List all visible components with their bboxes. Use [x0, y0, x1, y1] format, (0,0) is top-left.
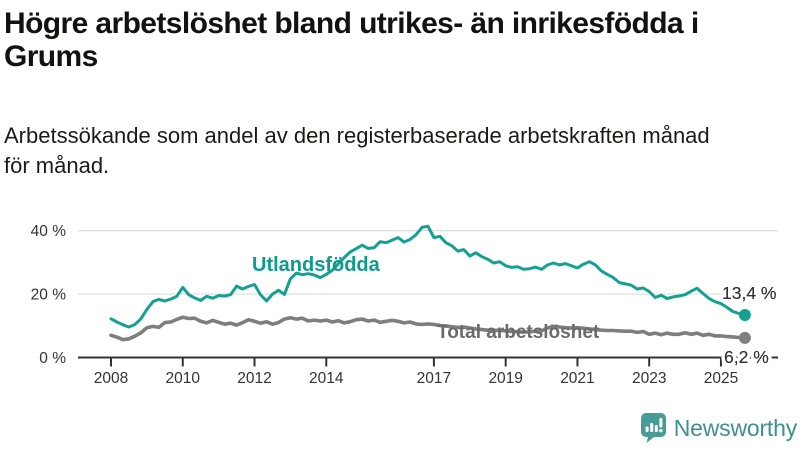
x-tick-label: 2023 — [632, 370, 666, 387]
utlandsfodda-value-halo: 13,4 % — [722, 283, 776, 303]
bar-chart-speech-bubble-icon — [640, 413, 666, 443]
y-tick-label: 20 % — [31, 287, 67, 304]
total-arbetsloshet-value-label: 6,2 % — [724, 347, 769, 367]
total-arbetsloshet-label: Total arbetslöshet — [437, 322, 600, 343]
x-tick-label: 2025 — [704, 370, 738, 387]
newsworthy-wordmark: Newsworthy — [673, 414, 797, 441]
chart-subtitle: Arbetssökande som andel av den registerb… — [4, 123, 710, 178]
x-tick-label: 2012 — [237, 370, 271, 387]
total-arbetsloshet-value-halo: 6,2 % — [724, 347, 769, 367]
bar-chart-glyph — [645, 418, 663, 433]
x-tick-label: 2021 — [560, 370, 594, 387]
y-tick-label: 0 % — [39, 350, 66, 367]
utlandsfodda-value-label: 13,4 % — [722, 283, 776, 303]
utlandsfodda-label: Utlandsfödda — [252, 254, 381, 276]
x-tick-label: 2014 — [309, 370, 344, 387]
speech-bubble-shape — [640, 413, 666, 443]
x-tick-label: 2010 — [166, 370, 201, 387]
chart-title: Högre arbetslöshet bland utrikes- än inr… — [4, 7, 699, 73]
total-arbetsloshet-end-dot — [738, 331, 751, 344]
utlandsfodda-line — [109, 224, 747, 329]
utlandsfodda-end-dot — [738, 308, 751, 321]
y-tick-label: 40 % — [31, 223, 67, 240]
x-tick-label: 2017 — [417, 370, 451, 387]
newsworthy-logo: Newsworthy — [640, 413, 797, 443]
x-tick-label: 2019 — [488, 370, 522, 387]
total-arbetsloshet-line — [109, 315, 747, 342]
x-tick-label: 2008 — [94, 370, 128, 387]
